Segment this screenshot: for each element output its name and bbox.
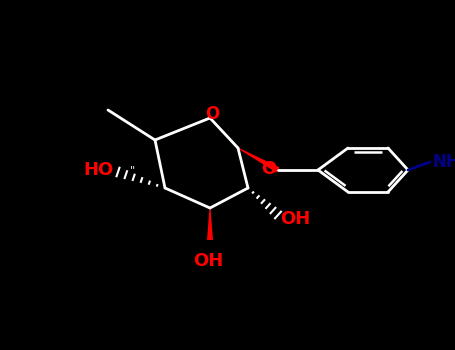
Text: '': '' — [130, 165, 136, 175]
Text: OH: OH — [193, 252, 223, 270]
Text: O: O — [261, 160, 276, 178]
Text: O: O — [205, 105, 219, 123]
Text: NH₂: NH₂ — [432, 153, 455, 171]
Polygon shape — [207, 208, 213, 240]
Text: HO: HO — [84, 161, 114, 179]
Polygon shape — [238, 148, 279, 173]
Text: OH: OH — [280, 210, 310, 228]
